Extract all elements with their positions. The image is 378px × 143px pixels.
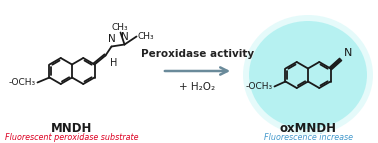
Text: CH₃: CH₃: [138, 32, 154, 41]
Text: oxMNDH: oxMNDH: [279, 123, 336, 136]
Text: MNDH: MNDH: [51, 123, 93, 136]
Ellipse shape: [243, 15, 373, 135]
Text: N: N: [121, 32, 129, 42]
Text: -OCH₃: -OCH₃: [8, 78, 36, 87]
Text: CH₃: CH₃: [111, 22, 128, 31]
Text: N: N: [344, 47, 352, 57]
Text: Peroxidase activity: Peroxidase activity: [141, 49, 254, 59]
Text: + H₂O₂: + H₂O₂: [180, 82, 215, 92]
Text: Fluorescence increase: Fluorescence increase: [263, 134, 353, 143]
Text: Fluorescent peroxidase substrate: Fluorescent peroxidase substrate: [5, 134, 139, 143]
Ellipse shape: [249, 21, 367, 129]
Text: -OCH₃: -OCH₃: [245, 82, 273, 91]
Text: H: H: [110, 58, 117, 68]
Text: N: N: [108, 34, 115, 44]
